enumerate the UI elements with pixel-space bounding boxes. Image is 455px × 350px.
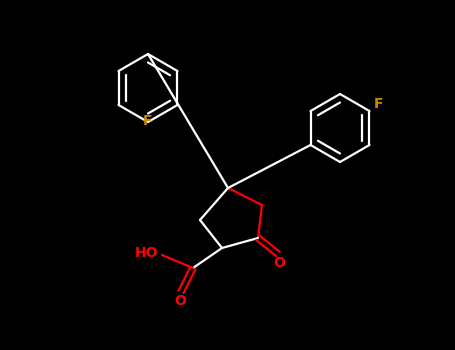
Text: O: O [273,256,285,270]
Text: F: F [374,97,384,111]
Text: HO: HO [135,246,159,260]
Text: F: F [143,114,153,128]
Text: O: O [174,294,186,308]
